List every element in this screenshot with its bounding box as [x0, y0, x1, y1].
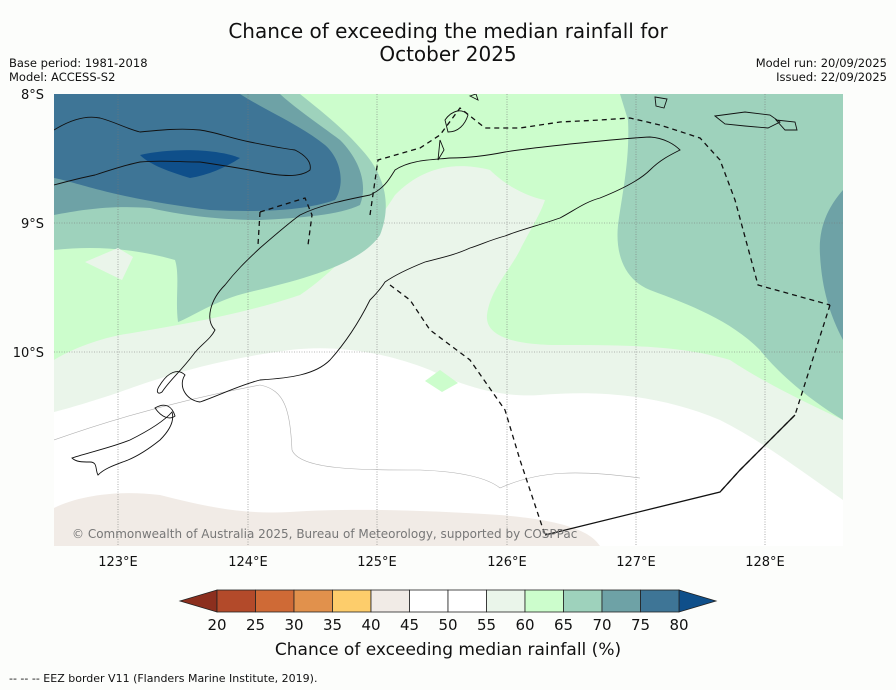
eez-footnote: -- -- -- EEZ border V11 (Flanders Marine… — [9, 672, 318, 685]
coastline-semau — [154, 404, 176, 419]
model-run-text: Model run: 20/09/2025 — [755, 56, 887, 70]
contour-70-75-east — [819, 190, 843, 340]
lon-label-124e: 124°E — [228, 555, 268, 570]
colorbar-low-extension — [178, 589, 218, 613]
colorbar: 20 25 30 35 40 45 50 55 60 65 70 75 80 — [178, 589, 718, 634]
coastline-timor — [156, 136, 681, 403]
coastline-alor — [54, 116, 311, 186]
lon-label-125e: 125°E — [357, 555, 397, 570]
colorbar-tick-label: 45 — [400, 616, 419, 634]
contour-80-plus — [140, 150, 240, 178]
base-period-text: Base period: 1981-2018 — [9, 56, 148, 70]
colorbar-segment — [216, 589, 256, 613]
eez-border-central — [257, 211, 261, 246]
colorbar-tick-label: 60 — [515, 616, 534, 634]
colorbar-segment — [447, 589, 487, 613]
colorbar-title: Chance of exceeding median rainfall (%) — [274, 640, 622, 660]
lon-label-126e: 126°E — [487, 555, 527, 570]
colorbar-segment — [524, 589, 564, 613]
colorbar-tick-label: 20 — [207, 616, 226, 634]
eez-border-south — [389, 284, 546, 536]
colorbar-segment — [370, 589, 410, 613]
eez-border-southeast — [544, 414, 796, 536]
coastlines — [54, 94, 798, 476]
copyright-text: © Commonwealth of Australia 2025, Bureau… — [72, 527, 577, 541]
contour-55-60-patch — [85, 248, 133, 280]
issued-text: Issued: 22/09/2025 — [776, 70, 887, 84]
eez-border-north — [259, 197, 313, 246]
contour-40-45 — [54, 493, 600, 546]
colorbar-segment — [563, 589, 603, 613]
colorbar-segment — [293, 589, 333, 613]
colorbar-segment — [409, 589, 449, 613]
colorbar-tick-label: 75 — [631, 616, 650, 634]
contour-60-65-patch — [425, 370, 458, 392]
probability-contours: © Commonwealth of Australia 2025, Bureau… — [54, 94, 843, 546]
colorbar-tick-label: 55 — [477, 616, 496, 634]
colorbar-tick-label: 40 — [361, 616, 380, 634]
colorbar-high-extension — [678, 589, 718, 613]
chart-title-line-1: Chance of exceeding the median rainfall … — [228, 19, 668, 43]
colorbar-segment — [255, 589, 295, 613]
contour-65-70-east — [617, 94, 843, 420]
coastline-islet — [437, 94, 479, 161]
colorbar-tick-label: 65 — [554, 616, 573, 634]
colorbar-segment — [332, 589, 372, 613]
coastline-wetar — [654, 96, 798, 131]
colorbar-tick-label: 30 — [284, 616, 303, 634]
meta-right: Model run: 20/09/2025 Issued: 22/09/2025 — [756, 56, 887, 84]
colorbar-tick-label: 80 — [669, 616, 688, 634]
lon-label-127e: 127°E — [616, 555, 656, 570]
lat-label-9s: 9°S — [21, 217, 44, 232]
coastline-roti — [71, 411, 174, 476]
colorbar-tick-label: 50 — [438, 616, 457, 634]
colorbar-tick-label: 70 — [592, 616, 611, 634]
coastline-atauro — [444, 110, 469, 133]
meta-left: Base period: 1981-2018 Model: ACCESS-S2 — [9, 56, 148, 84]
contour-outlines — [54, 384, 641, 489]
colorbar-segment — [601, 589, 641, 613]
colorbar-segment — [640, 589, 680, 613]
eez-border-northeast — [369, 107, 831, 306]
lon-label-128e: 128°E — [745, 555, 785, 570]
lat-label-8s: 8°S — [21, 88, 44, 103]
lat-label-10s: 10°S — [13, 346, 44, 361]
chart-title: Chance of exceeding the median rainfall … — [0, 20, 896, 66]
model-text: Model: ACCESS-S2 — [9, 70, 116, 84]
colorbar-tick-label: 25 — [246, 616, 265, 634]
colorbar-segment — [486, 589, 526, 613]
chart-title-line-2: October 2025 — [379, 42, 517, 66]
lon-label-123e: 123°E — [98, 555, 138, 570]
colorbar-tick-label: 35 — [323, 616, 342, 634]
